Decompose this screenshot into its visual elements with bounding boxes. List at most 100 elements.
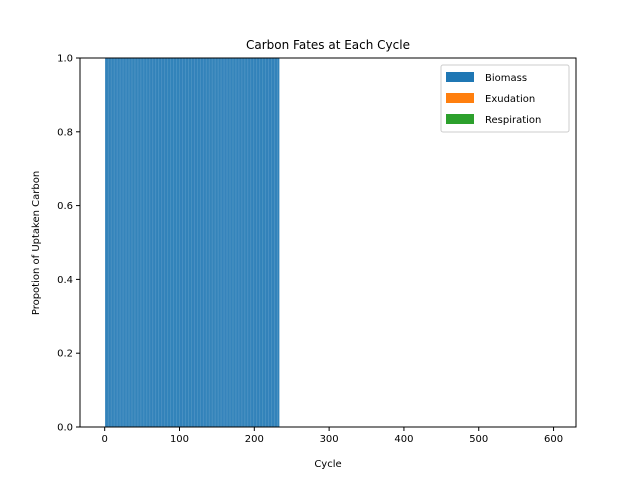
bar-biomass-cycle-70 bbox=[156, 57, 158, 428]
bar-biomass-cycle-183 bbox=[241, 57, 242, 428]
legend-label-respiration: Respiration bbox=[485, 115, 541, 126]
bar-biomass-cycle-146 bbox=[213, 57, 215, 428]
bar-biomass-cycle-50 bbox=[141, 57, 143, 428]
bar-biomass-cycle-207 bbox=[259, 57, 260, 428]
bar-biomass-cycle-165 bbox=[227, 57, 229, 428]
bar-biomass-cycle-98 bbox=[177, 57, 179, 428]
y-axis-label: Propotion of Uptaken Carbon bbox=[31, 171, 42, 315]
bar-biomass-cycle-78 bbox=[162, 57, 164, 428]
y-tick-label: 0.2 bbox=[57, 349, 73, 360]
bar-biomass-cycle-10 bbox=[111, 57, 113, 428]
bar-biomass-cycle-132 bbox=[203, 57, 204, 428]
bar-biomass-cycle-160 bbox=[224, 57, 225, 428]
bar-biomass-cycle-54 bbox=[144, 57, 146, 428]
bar-biomass-cycle-71 bbox=[157, 57, 159, 428]
bar-biomass-cycle-45 bbox=[137, 57, 139, 428]
x-tick-label: 200 bbox=[245, 434, 264, 445]
bar-biomass-cycle-58 bbox=[147, 57, 149, 428]
x-tick-label: 0 bbox=[102, 434, 108, 445]
bar-biomass-cycle-14 bbox=[114, 57, 116, 428]
bar-biomass-cycle-15 bbox=[115, 57, 117, 428]
plot-frame bbox=[79, 57, 577, 428]
bar-biomass-cycle-214 bbox=[264, 57, 266, 428]
bar-biomass-cycle-232 bbox=[277, 57, 279, 428]
bar-biomass-cycle-215 bbox=[265, 57, 266, 428]
bar-biomass-cycle-229 bbox=[275, 57, 277, 428]
legend-swatch-respiration bbox=[446, 114, 474, 124]
bar-biomass-cycle-161 bbox=[224, 57, 226, 428]
bar-biomass-cycle-34 bbox=[129, 57, 131, 428]
bar-biomass-cycle-95 bbox=[175, 57, 177, 428]
bar-biomass-cycle-127 bbox=[199, 57, 201, 428]
bar-biomass-cycle-119 bbox=[193, 57, 195, 428]
legend-label-exudation: Exudation bbox=[485, 94, 535, 105]
bar-biomass-cycle-162 bbox=[225, 57, 227, 428]
bar-biomass-cycle-63 bbox=[151, 57, 153, 428]
bar-biomass-cycle-131 bbox=[202, 57, 204, 428]
bar-biomass-cycle-163 bbox=[226, 57, 228, 428]
bar-biomass-cycle-178 bbox=[237, 57, 239, 428]
bar-biomass-cycle-61 bbox=[149, 57, 151, 428]
bar-biomass-cycle-141 bbox=[209, 57, 211, 428]
bar-biomass-cycle-1 bbox=[105, 57, 106, 428]
bar-biomass-cycle-196 bbox=[250, 57, 252, 428]
bar-biomass-cycle-189 bbox=[245, 57, 247, 428]
bar-biomass-cycle-152 bbox=[218, 57, 219, 428]
bar-biomass-cycle-206 bbox=[258, 57, 260, 428]
bar-biomass-cycle-55 bbox=[145, 57, 147, 428]
bar-biomass-cycle-210 bbox=[261, 57, 263, 428]
bar-biomass-cycle-195 bbox=[250, 57, 251, 428]
y-tick-label: 0.0 bbox=[57, 423, 73, 434]
bar-biomass-cycle-191 bbox=[247, 57, 248, 428]
bar-biomass-cycle-7 bbox=[109, 57, 111, 428]
bar-biomass-cycle-22 bbox=[120, 57, 122, 428]
bar-biomass-cycle-164 bbox=[227, 57, 228, 428]
bar-biomass-cycle-17 bbox=[117, 57, 118, 428]
bar-biomass-cycle-220 bbox=[268, 57, 270, 428]
x-tick-label: 600 bbox=[544, 434, 563, 445]
bar-biomass-cycle-86 bbox=[168, 57, 170, 428]
bar-biomass-cycle-154 bbox=[219, 57, 221, 428]
bar-biomass-cycle-129 bbox=[200, 57, 202, 428]
axes-group: 0 100 200 300 400 500 600 0.0 0.2 0.4 0.6 0.8 1.0 bbox=[57, 54, 577, 445]
bar-biomass-cycle-157 bbox=[221, 57, 223, 428]
bar-biomass-cycle-13 bbox=[114, 57, 115, 428]
x-tick-label: 400 bbox=[394, 434, 413, 445]
bar-biomass-cycle-199 bbox=[253, 57, 254, 428]
y-tick-label: 0.6 bbox=[57, 201, 73, 212]
bar-biomass-cycle-126 bbox=[198, 57, 200, 428]
bar-biomass-cycle-209 bbox=[260, 57, 262, 428]
bar-biomass-cycle-167 bbox=[229, 57, 230, 428]
bar-biomass-cycle-224 bbox=[271, 57, 273, 428]
bar-biomass-cycle-92 bbox=[173, 57, 174, 428]
bar-biomass-cycle-221 bbox=[269, 57, 271, 428]
bar-biomass-cycle-181 bbox=[239, 57, 241, 428]
bar-biomass-cycle-203 bbox=[256, 57, 257, 428]
legend-swatch-biomass bbox=[446, 72, 474, 82]
bar-biomass-cycle-42 bbox=[135, 57, 137, 428]
bar-biomass-cycle-11 bbox=[112, 57, 114, 428]
bar-biomass-cycle-33 bbox=[129, 57, 130, 428]
bar-biomass-cycle-218 bbox=[267, 57, 269, 428]
bar-biomass-cycle-194 bbox=[249, 57, 251, 428]
bar-biomass-cycle-155 bbox=[220, 57, 222, 428]
bar-biomass-cycle-3 bbox=[106, 57, 108, 428]
bar-biomass-cycle-29 bbox=[126, 57, 127, 428]
x-tick-label: 500 bbox=[469, 434, 488, 445]
bar-biomass-cycle-82 bbox=[165, 57, 167, 428]
bar-biomass-cycle-108 bbox=[185, 57, 186, 428]
bar-biomass-cycle-62 bbox=[150, 57, 152, 428]
bar-biomass-cycle-149 bbox=[215, 57, 217, 428]
bar-biomass-cycle-94 bbox=[174, 57, 176, 428]
bar-biomass-cycle-16 bbox=[116, 57, 118, 428]
bar-biomass-cycle-56 bbox=[146, 57, 147, 428]
bar-biomass-cycle-201 bbox=[254, 57, 256, 428]
bar-biomass-cycle-140 bbox=[209, 57, 210, 428]
bar-biomass-cycle-27 bbox=[124, 57, 126, 428]
bar-biomass-cycle-144 bbox=[212, 57, 213, 428]
bar-biomass-cycle-169 bbox=[230, 57, 232, 428]
bar-biomass-cycle-182 bbox=[240, 57, 242, 428]
bar-biomass-cycle-32 bbox=[128, 57, 130, 428]
bar-biomass-cycle-120 bbox=[194, 57, 195, 428]
